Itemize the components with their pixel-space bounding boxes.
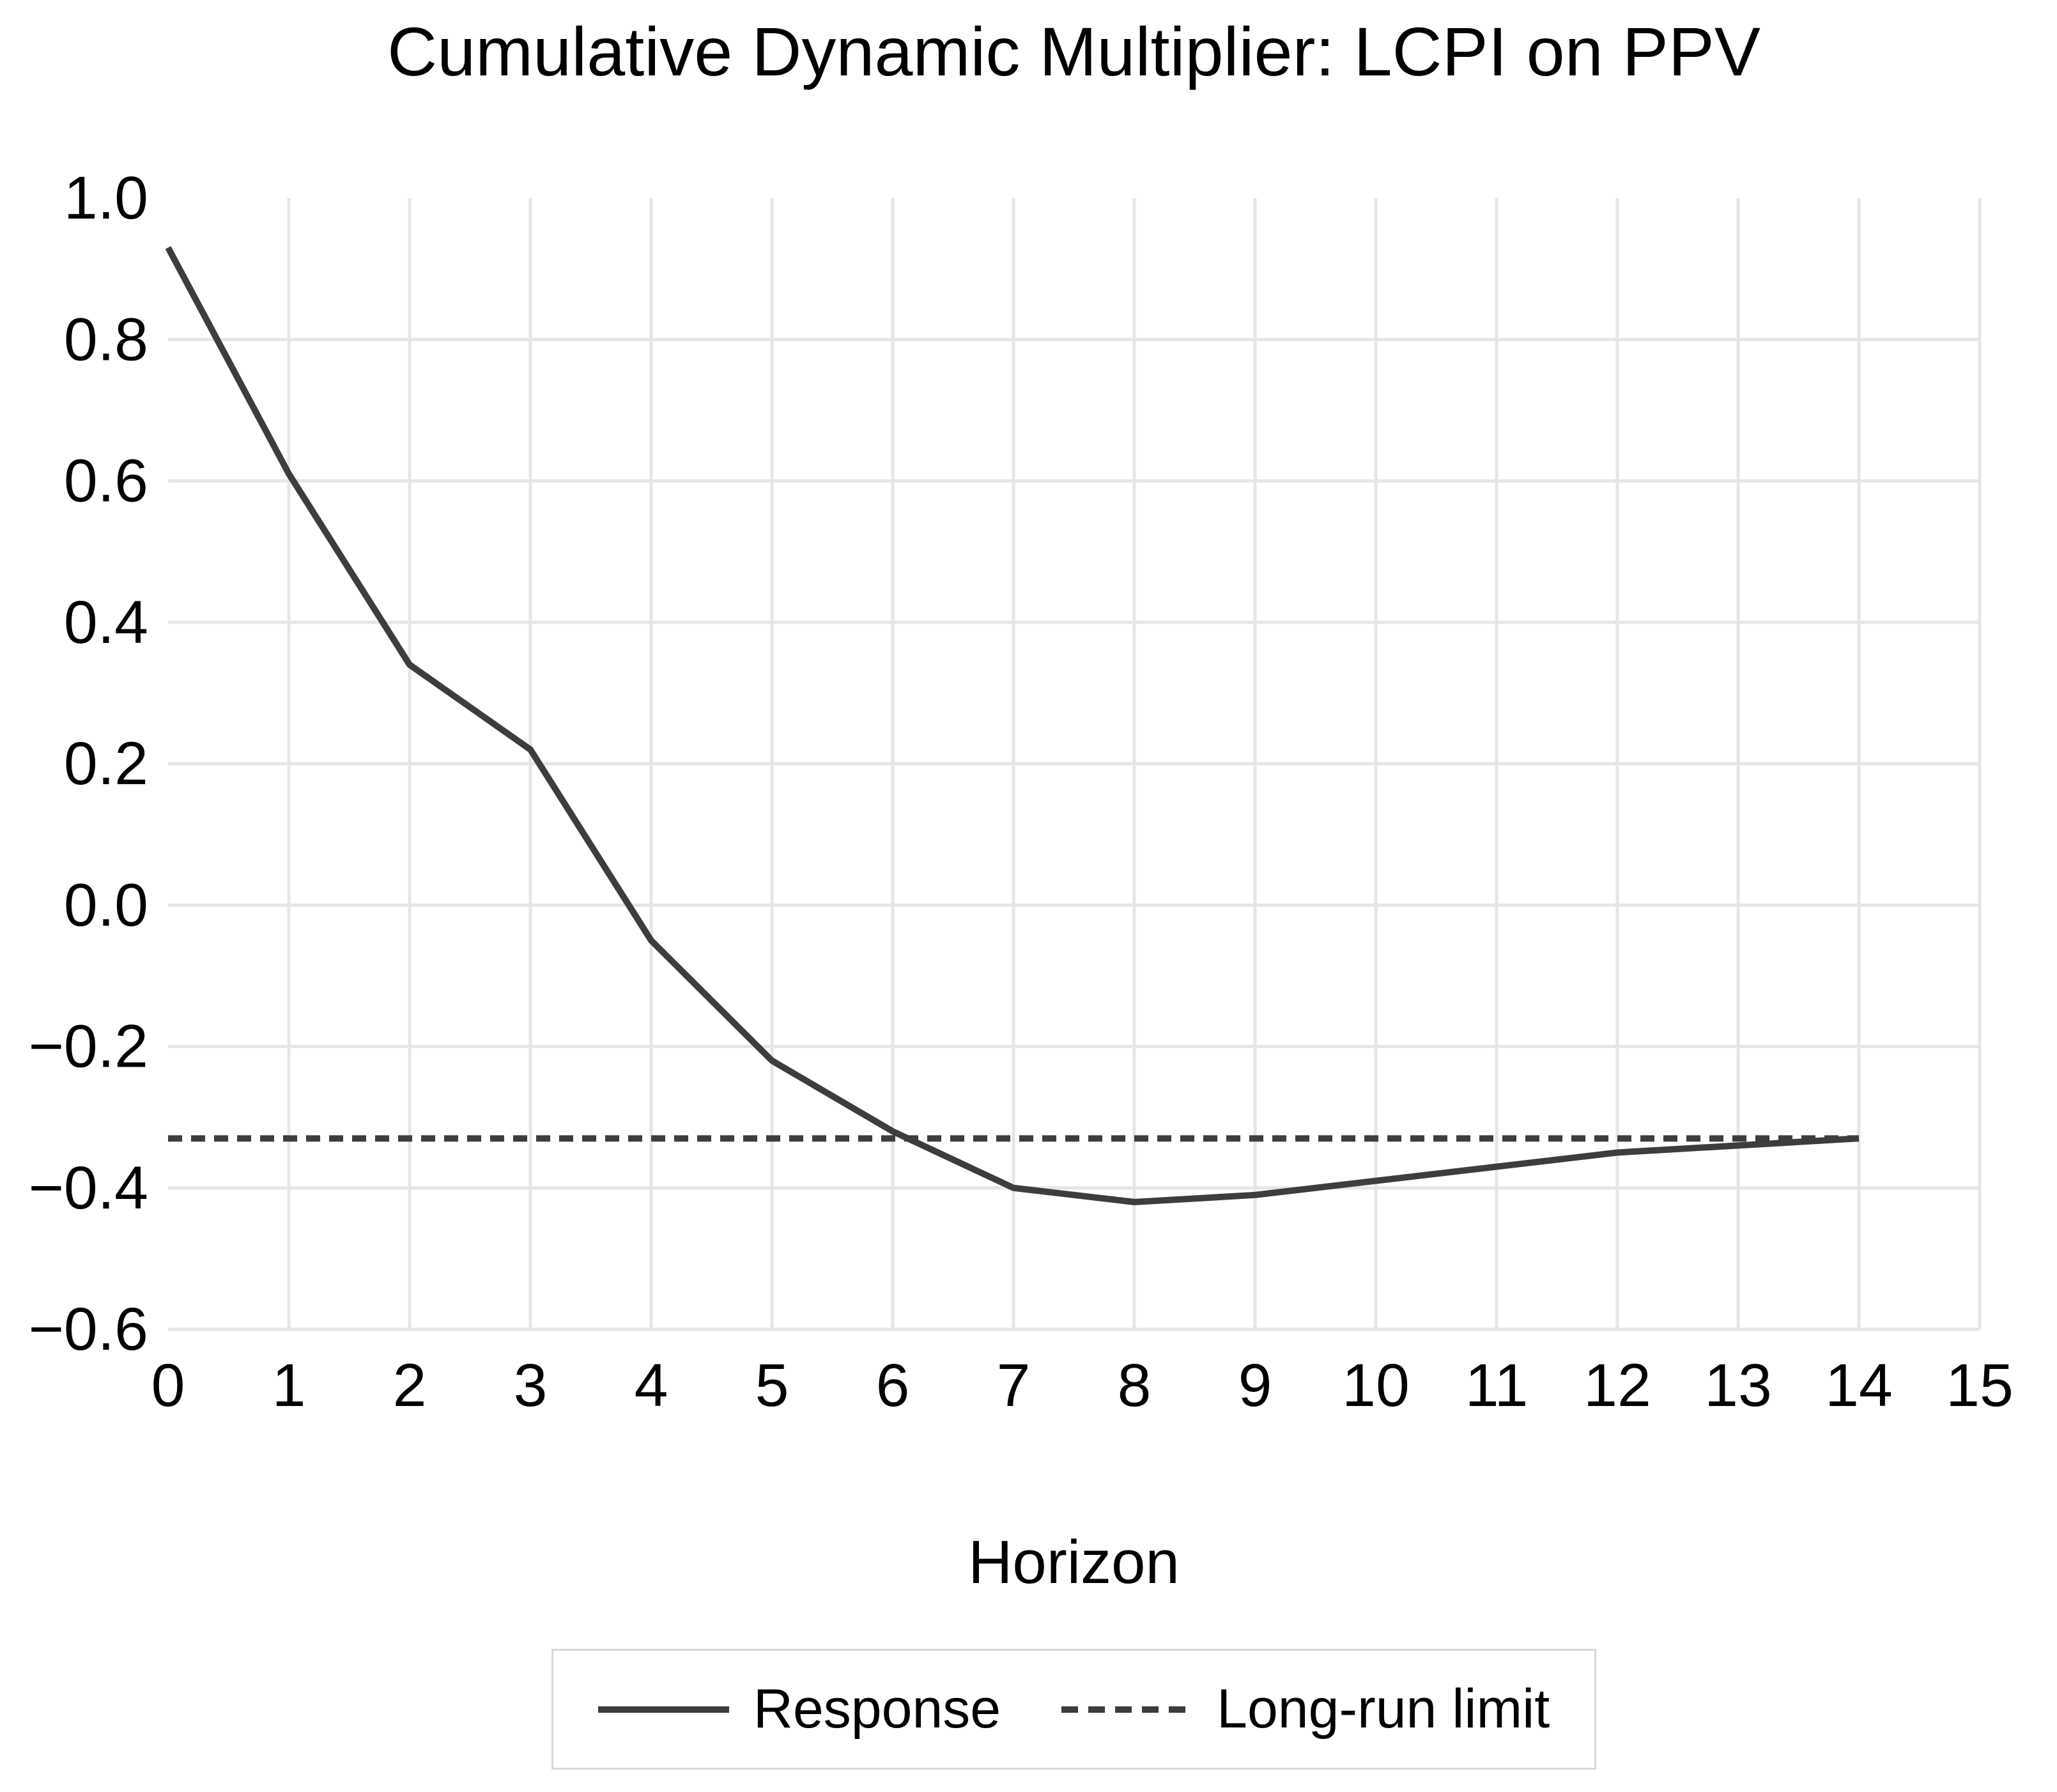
legend-solid-line-icon xyxy=(597,1706,729,1713)
y-axis-tick-label: 0.4 xyxy=(64,589,148,656)
legend-dashed-line-icon xyxy=(1061,1706,1193,1713)
legend: Response Long-run limit xyxy=(168,1649,1980,1770)
x-axis-tick-label: 0 xyxy=(151,1352,185,1419)
x-axis-tick-label: 9 xyxy=(1238,1352,1272,1419)
y-axis-tick-label: 0.0 xyxy=(64,871,148,939)
y-axis-tick-label: 0.8 xyxy=(64,305,148,373)
x-axis-tick-label: 11 xyxy=(1465,1352,1529,1419)
response-line xyxy=(165,246,1860,1205)
y-axis-tick-label: 1.0 xyxy=(64,164,148,232)
chart-title: Cumulative Dynamic Multiplier: LCPI on P… xyxy=(387,13,1760,90)
legend-response-label: Response xyxy=(753,1678,1001,1740)
x-axis-tick-label: 7 xyxy=(997,1352,1031,1419)
legend-longrun-label: Long-run limit xyxy=(1217,1678,1550,1740)
x-axis-tick-label: 2 xyxy=(393,1352,427,1419)
x-axis-tick-label: 10 xyxy=(1342,1352,1410,1419)
x-axis-tick-label: 8 xyxy=(1118,1352,1152,1419)
y-axis-tick-label: 0.2 xyxy=(64,730,148,798)
y-axis-tick-label: −0.6 xyxy=(28,1295,148,1363)
y-axis-tick-label: −0.2 xyxy=(28,1013,148,1081)
x-axis-tick-label: 5 xyxy=(755,1352,789,1419)
y-axis-tick-label: −0.4 xyxy=(28,1154,148,1222)
x-axis-tick-label: 6 xyxy=(876,1352,910,1419)
x-axis-tick-label: 14 xyxy=(1825,1352,1893,1419)
x-axis-tick-label: 13 xyxy=(1704,1352,1772,1419)
x-axis-tick-label: 4 xyxy=(635,1352,668,1419)
x-axis-tick-label: 1 xyxy=(272,1352,306,1419)
y-axis-tick-label: 0.6 xyxy=(64,447,148,515)
x-axis-tick-label: 15 xyxy=(1946,1352,2014,1419)
x-axis-title: Horizon xyxy=(968,1528,1180,1596)
legend-box: Response Long-run limit xyxy=(551,1649,1597,1770)
x-axis-tick-label: 12 xyxy=(1583,1352,1651,1419)
x-axis-tick-label: 3 xyxy=(514,1352,548,1419)
